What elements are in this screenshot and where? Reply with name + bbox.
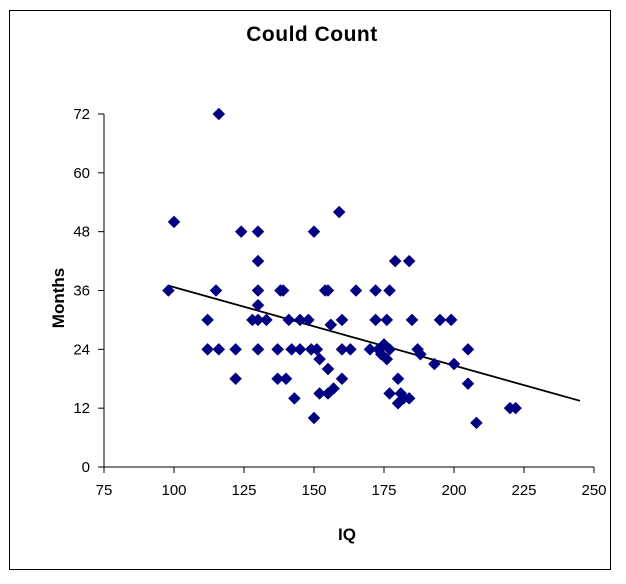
data-point (444, 313, 458, 327)
data-point (293, 342, 307, 356)
x-tick-label: 75 (96, 482, 113, 499)
data-point (369, 284, 382, 297)
data-point (276, 284, 290, 297)
data-point (380, 352, 394, 366)
y-tick-label: 24 (73, 341, 90, 358)
data-point (383, 342, 396, 356)
x-tick-label: 100 (161, 482, 186, 499)
data-point (391, 372, 405, 386)
data-point (167, 215, 181, 229)
data-point (332, 205, 346, 219)
data-point (201, 342, 214, 356)
data-point (251, 225, 265, 239)
data-point (321, 284, 335, 297)
data-point (402, 392, 416, 405)
x-tick-label: 125 (231, 482, 256, 499)
y-tick-label: 0 (82, 459, 90, 476)
data-point (388, 254, 402, 268)
data-point (288, 392, 301, 405)
data-point (234, 225, 248, 239)
data-point (229, 372, 242, 386)
data-point (251, 342, 265, 356)
y-tick-label: 36 (73, 283, 90, 300)
x-tick-label: 175 (371, 482, 396, 499)
data-point (327, 382, 340, 395)
data-point (335, 372, 349, 386)
data-point (321, 362, 335, 376)
data-point (285, 342, 298, 356)
y-tick-label: 12 (73, 400, 90, 417)
data-point (313, 352, 326, 366)
data-point (369, 313, 382, 327)
axes: 75 100 125 150 175 200 225 250 0 12 24 36 48 60 72 (73, 106, 606, 499)
data-point (377, 338, 391, 351)
chart-frame (9, 10, 611, 570)
data-point (433, 313, 447, 327)
trendline (168, 284, 581, 402)
data-point (461, 342, 475, 356)
data-point (313, 387, 326, 400)
x-tick-label: 150 (301, 482, 326, 499)
data-point (428, 357, 441, 371)
data-point (324, 318, 338, 332)
data-point (344, 342, 357, 356)
data-point (383, 387, 396, 400)
y-tick-label: 72 (73, 106, 90, 123)
data-point (414, 347, 427, 361)
data-point (201, 313, 214, 327)
data-point (447, 357, 461, 371)
trendline-group (168, 284, 581, 402)
x-tick-label: 250 (581, 482, 606, 499)
data-point (271, 372, 284, 386)
x-axis-title: IQ (338, 525, 356, 544)
data-point (251, 254, 265, 268)
data-point (307, 411, 321, 425)
chart-title: Could Count (246, 23, 377, 46)
data-point (229, 342, 242, 356)
y-tick-label: 48 (73, 224, 90, 241)
data-point (212, 107, 226, 121)
data-point (383, 284, 396, 297)
x-tick-label: 200 (441, 482, 466, 499)
data-point (162, 284, 175, 297)
data-point (380, 313, 394, 327)
data-point (363, 342, 377, 356)
data-point (405, 313, 419, 327)
data-point (279, 372, 293, 386)
data-points (162, 107, 522, 430)
data-point (335, 313, 349, 327)
data-point (251, 313, 265, 327)
data-point (271, 342, 284, 356)
data-point (212, 342, 226, 356)
data-point (251, 284, 265, 297)
y-tick-label: 60 (73, 165, 90, 182)
data-point (302, 313, 315, 327)
data-point (470, 416, 483, 430)
data-point (260, 313, 273, 327)
data-point (293, 313, 307, 327)
y-axis-title: Months (49, 268, 68, 328)
data-point (209, 284, 223, 297)
data-point (461, 377, 475, 391)
data-point (335, 342, 349, 356)
data-point (310, 342, 324, 356)
data-point (349, 284, 363, 297)
data-point (402, 254, 416, 268)
data-point (282, 313, 296, 327)
data-point (251, 298, 265, 312)
x-tick-label: 225 (511, 482, 536, 499)
data-point (509, 401, 522, 415)
data-point (307, 225, 321, 239)
